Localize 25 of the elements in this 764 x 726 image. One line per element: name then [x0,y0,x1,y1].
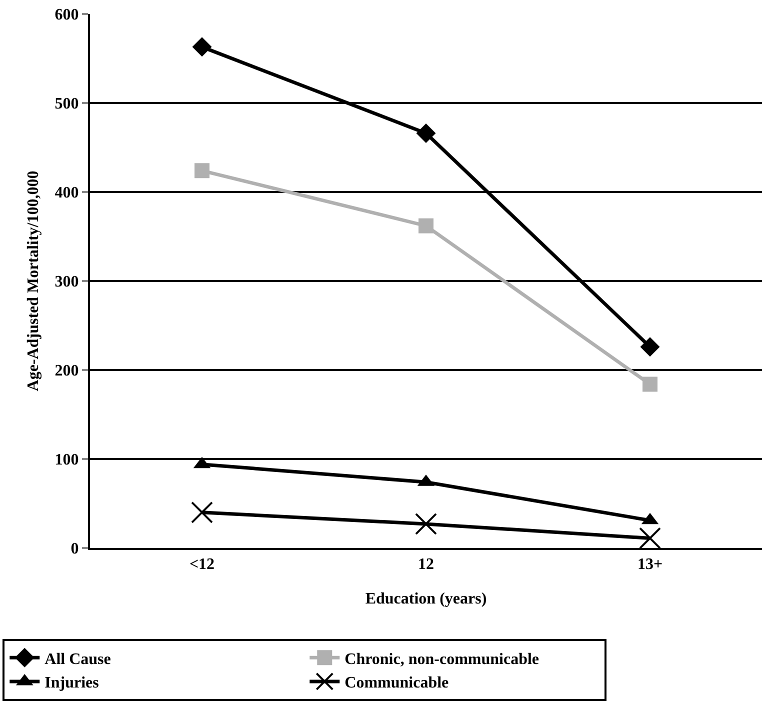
point [416,124,436,144]
y-tick-label: 300 [54,274,79,291]
point [642,376,658,392]
y-tick-label: 0 [70,540,79,558]
y-axis-title: Age-Adjusted Mortality/100,000 [25,170,42,392]
legend-label: Communicable [344,674,449,692]
y-tick-label: 200 [54,362,79,380]
x-tick-label: 13+ [637,556,663,574]
legend-label: All Cause [44,650,111,668]
point [192,37,212,57]
x-axis-title: Education (years) [365,590,487,608]
legend-label: Chronic, non-communicable [344,650,540,668]
y-tick-label: 500 [54,96,79,113]
x-tick-label: <12 [189,556,215,574]
y-tick-label: 100 [54,452,79,469]
point [418,218,434,234]
y-tick-label: 600 [54,6,79,24]
point [194,163,210,178]
point [640,337,660,357]
x-tick-label: 12 [418,556,434,574]
y-tick-label: 400 [54,184,79,202]
point [639,527,661,550]
legend-label: Injuries [44,674,99,692]
point [415,512,437,535]
point [191,501,213,524]
